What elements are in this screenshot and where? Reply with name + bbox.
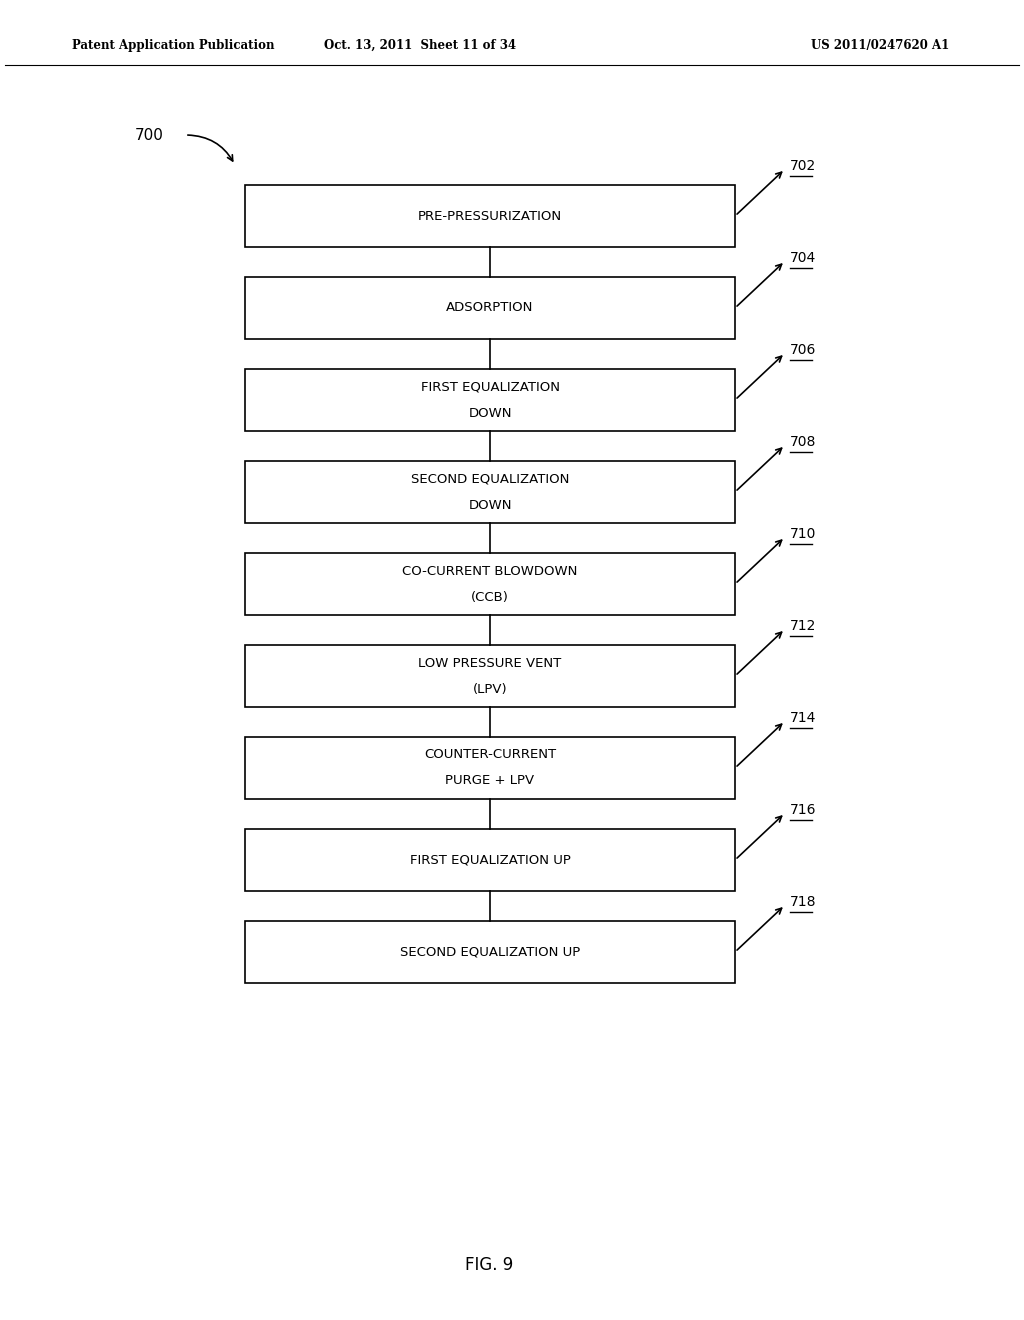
Text: 704: 704 bbox=[790, 251, 816, 265]
Text: DOWN: DOWN bbox=[468, 407, 512, 420]
Text: COUNTER-CURRENT: COUNTER-CURRENT bbox=[424, 748, 556, 762]
Text: LOW PRESSURE VENT: LOW PRESSURE VENT bbox=[419, 656, 561, 669]
FancyBboxPatch shape bbox=[245, 737, 735, 799]
FancyBboxPatch shape bbox=[245, 645, 735, 708]
Text: FIRST EQUALIZATION: FIRST EQUALIZATION bbox=[421, 380, 559, 393]
Text: 718: 718 bbox=[790, 895, 816, 909]
Text: 714: 714 bbox=[790, 711, 816, 725]
Text: PRE-PRESSURIZATION: PRE-PRESSURIZATION bbox=[418, 210, 562, 223]
Text: 706: 706 bbox=[790, 343, 816, 356]
FancyBboxPatch shape bbox=[245, 277, 735, 339]
FancyBboxPatch shape bbox=[245, 921, 735, 983]
Text: (LPV): (LPV) bbox=[473, 682, 507, 696]
Text: 716: 716 bbox=[790, 803, 816, 817]
Text: FIG. 9: FIG. 9 bbox=[465, 1257, 513, 1274]
FancyBboxPatch shape bbox=[245, 370, 735, 432]
Text: (CCB): (CCB) bbox=[471, 590, 509, 603]
Text: ADSORPTION: ADSORPTION bbox=[446, 301, 534, 314]
Text: DOWN: DOWN bbox=[468, 499, 512, 512]
Text: 712: 712 bbox=[790, 619, 816, 634]
Text: SECOND EQUALIZATION UP: SECOND EQUALIZATION UP bbox=[400, 945, 581, 958]
FancyBboxPatch shape bbox=[245, 185, 735, 247]
Text: 702: 702 bbox=[790, 158, 816, 173]
FancyBboxPatch shape bbox=[245, 553, 735, 615]
Text: PURGE + LPV: PURGE + LPV bbox=[445, 775, 535, 788]
Text: CO-CURRENT BLOWDOWN: CO-CURRENT BLOWDOWN bbox=[402, 565, 578, 578]
FancyBboxPatch shape bbox=[245, 829, 735, 891]
Text: 700: 700 bbox=[135, 128, 164, 143]
Text: FIRST EQUALIZATION UP: FIRST EQUALIZATION UP bbox=[410, 854, 570, 866]
FancyBboxPatch shape bbox=[245, 461, 735, 523]
Text: US 2011/0247620 A1: US 2011/0247620 A1 bbox=[811, 38, 949, 51]
Text: SECOND EQUALIZATION: SECOND EQUALIZATION bbox=[411, 473, 569, 486]
Text: Patent Application Publication: Patent Application Publication bbox=[72, 38, 274, 51]
Text: 710: 710 bbox=[790, 527, 816, 541]
Text: 708: 708 bbox=[790, 436, 816, 449]
Text: Oct. 13, 2011  Sheet 11 of 34: Oct. 13, 2011 Sheet 11 of 34 bbox=[324, 38, 516, 51]
